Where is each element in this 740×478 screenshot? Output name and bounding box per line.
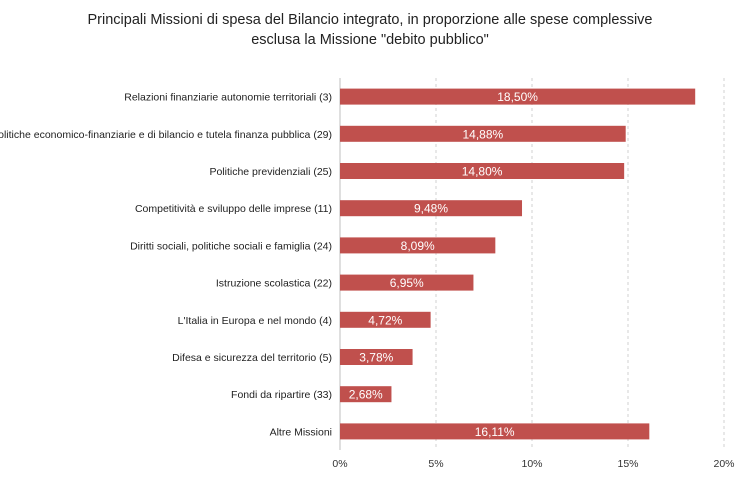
category-label: Difesa e sicurezza del territorio (5) [172,352,332,364]
category-label: Competitività e sviluppo delle imprese (… [135,203,332,215]
x-tick-label: 20% [713,458,734,470]
data-label: 3,78% [359,351,393,365]
data-label: 4,72% [368,313,402,327]
bar [340,125,626,142]
bar [340,274,474,291]
category-label: Altre Missioni [270,426,332,438]
data-label: 18,50% [497,90,538,104]
bar [340,349,413,365]
bar [340,311,431,328]
category-label: Relazioni finanziarie autonomie territor… [124,92,332,104]
data-label: 6,95% [390,276,424,290]
category-label: Diritti sociali, politiche sociali e fam… [130,240,332,252]
category-label: L'Italia in Europa e nel mondo (4) [178,315,332,327]
bar [340,88,696,105]
x-tick-label: 0% [332,458,347,470]
data-label: 2,68% [349,388,383,402]
data-label: 9,48% [414,202,448,216]
bar [340,163,625,179]
data-label: 14,88% [462,127,503,141]
bar [340,200,523,217]
data-label: 16,11% [475,425,515,439]
category-label: Fondi da ripartire (33) [231,389,332,401]
bar [340,423,650,440]
category-label: Politiche previdenziali (25) [209,166,332,178]
bar [340,386,392,403]
x-tick-label: 15% [617,458,638,470]
category-label: Politiche economico-finanziarie e di bil… [0,129,332,141]
category-label: Istruzione scolastica (22) [216,278,332,290]
chart-title-line2: esclusa la Missione "debito pubblico" [251,32,489,48]
x-tick-label: 10% [521,458,542,470]
x-tick-label: 5% [428,458,443,470]
bar [340,237,496,254]
data-label: 8,09% [401,239,435,253]
data-label: 14,80% [462,165,503,179]
chart-title: Principali Missioni di spesa del Bilanci… [0,10,740,50]
chart-title-line1: Principali Missioni di spesa del Bilanci… [87,12,653,28]
